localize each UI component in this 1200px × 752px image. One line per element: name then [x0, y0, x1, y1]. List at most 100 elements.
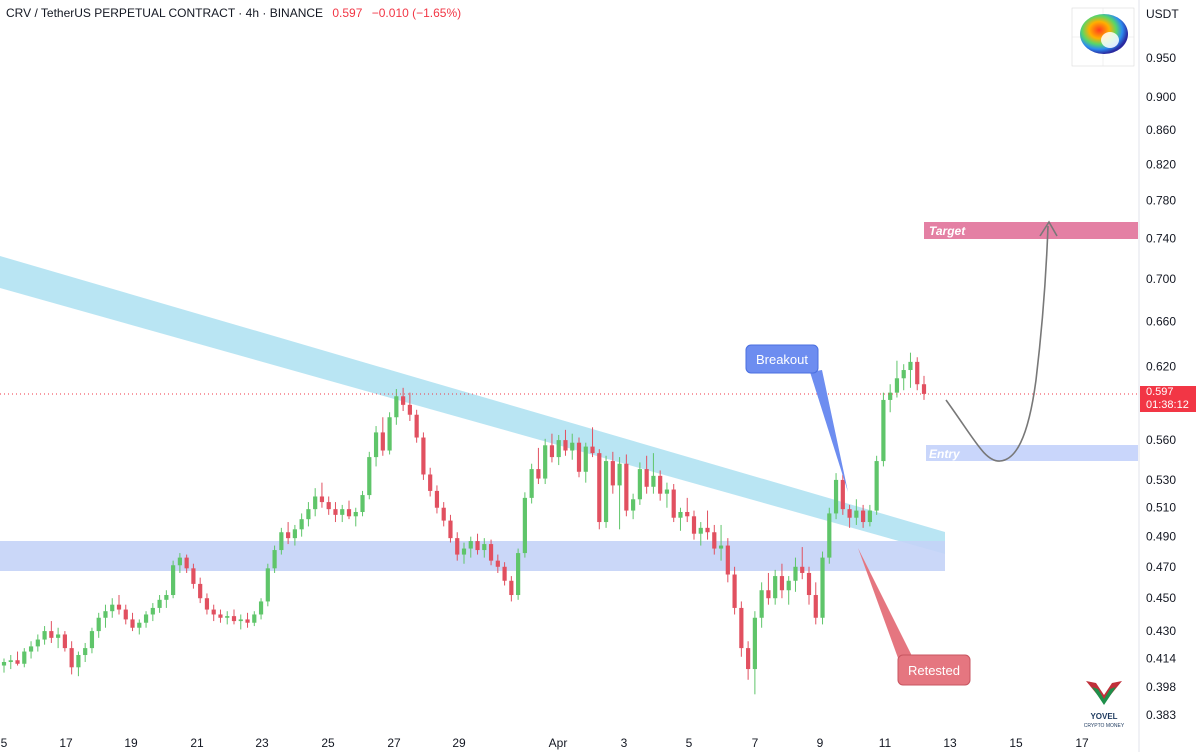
candle — [908, 352, 913, 388]
candle-body — [448, 520, 453, 539]
candle-body — [184, 557, 189, 569]
candle-body — [414, 414, 419, 438]
retested-callout — [897, 654, 971, 686]
candle-body — [698, 527, 703, 534]
candle — [150, 603, 155, 622]
candle-body — [833, 479, 839, 514]
candle-body — [468, 541, 473, 549]
candle-body — [800, 566, 805, 573]
candle — [813, 582, 818, 625]
candle — [286, 522, 291, 545]
candle-body — [89, 631, 95, 649]
candle — [786, 576, 791, 605]
time-tick-label: 3 — [621, 736, 628, 750]
candle-body — [110, 604, 115, 612]
yovel-logo: YOVEL CRYPTO MONEY — [1072, 669, 1136, 733]
candle-body — [353, 511, 358, 517]
candle-body — [401, 396, 406, 405]
candle-body — [428, 474, 433, 491]
candle-body — [827, 513, 832, 558]
breakout-label: Breakout — [756, 352, 808, 367]
candle-body — [759, 590, 764, 618]
candle — [712, 524, 717, 555]
candle — [76, 651, 81, 677]
candle — [143, 611, 149, 628]
header-price: 0.597 — [332, 6, 363, 20]
price-tick-label: 0.470 — [1146, 560, 1176, 574]
candle-body — [56, 634, 61, 638]
time-tick-label: 17 — [59, 736, 73, 750]
candle — [705, 510, 710, 540]
candle-body — [718, 545, 724, 549]
candle-body — [198, 583, 203, 599]
candle-body — [340, 509, 345, 515]
candle-body — [96, 617, 101, 632]
candle-body — [380, 432, 385, 451]
candle-body — [367, 457, 372, 496]
candle — [840, 474, 845, 515]
candle — [245, 612, 250, 628]
candle — [69, 641, 74, 675]
candle-body — [861, 510, 866, 523]
candle — [475, 533, 480, 555]
candle — [597, 449, 602, 530]
price-axis[interactable]: 0.950 0.900 0.860 0.820 0.780 0.740 0.700 0.660… — [1146, 51, 1176, 722]
candle-body — [211, 609, 216, 615]
candle — [543, 438, 548, 485]
candle — [827, 507, 832, 564]
candle-body — [664, 489, 670, 494]
candle — [732, 566, 737, 615]
candle-body — [685, 511, 690, 517]
candle-body — [739, 607, 744, 649]
candle — [773, 569, 778, 605]
entry-zone — [926, 445, 1138, 461]
candle-body — [35, 639, 40, 647]
candle-body — [407, 404, 412, 415]
candle-body — [746, 648, 751, 670]
price-tick-label: 0.430 — [1146, 624, 1176, 638]
candle — [123, 604, 128, 625]
candle-body — [610, 461, 615, 486]
header-separator: · — [262, 6, 267, 20]
bar-countdown: 01:38:12 — [1146, 399, 1189, 411]
candle — [888, 384, 893, 413]
candle — [103, 604, 108, 628]
last-price-badge: 0.597 01:38:12 — [1140, 386, 1196, 412]
candle — [184, 554, 189, 573]
candle-body — [874, 461, 879, 511]
time-tick-label: 5 — [1, 736, 8, 750]
candle — [644, 455, 649, 494]
candle-body — [258, 601, 264, 615]
retested-pointer — [858, 548, 912, 658]
target-zone-label: Target — [929, 224, 966, 238]
time-axis[interactable]: 5 17 19 21 23 25 27 29 Apr 3 5 7 9 11 13 15 17 — [1, 736, 1089, 750]
candle-body — [1, 662, 7, 666]
candle-body — [678, 511, 683, 518]
header-separator: · — [238, 6, 243, 20]
symbol-name[interactable]: CRV / TetherUS PERPETUAL CONTRACT — [6, 6, 235, 20]
candle-body — [732, 574, 737, 608]
candle — [793, 557, 798, 592]
time-tick-label: 27 — [387, 736, 401, 750]
currency-label[interactable]: USDT — [1146, 7, 1179, 21]
candle — [313, 488, 318, 517]
candle — [766, 572, 771, 605]
candle-body — [394, 396, 399, 418]
candle — [252, 611, 257, 627]
interval-label[interactable]: 4h — [245, 6, 259, 20]
price-tick-label: 0.820 — [1146, 157, 1176, 171]
candle — [509, 576, 514, 602]
candle-body — [137, 622, 142, 628]
candle-body — [164, 595, 169, 600]
candle — [1, 658, 7, 673]
candle — [685, 497, 690, 523]
retested-label: Retested — [908, 663, 960, 678]
candle — [482, 538, 487, 558]
candle — [570, 433, 575, 460]
candle-body — [921, 384, 927, 394]
time-tick-label: 19 — [124, 736, 138, 750]
candle — [15, 651, 20, 666]
candle-body — [218, 614, 223, 618]
candle — [35, 634, 40, 652]
